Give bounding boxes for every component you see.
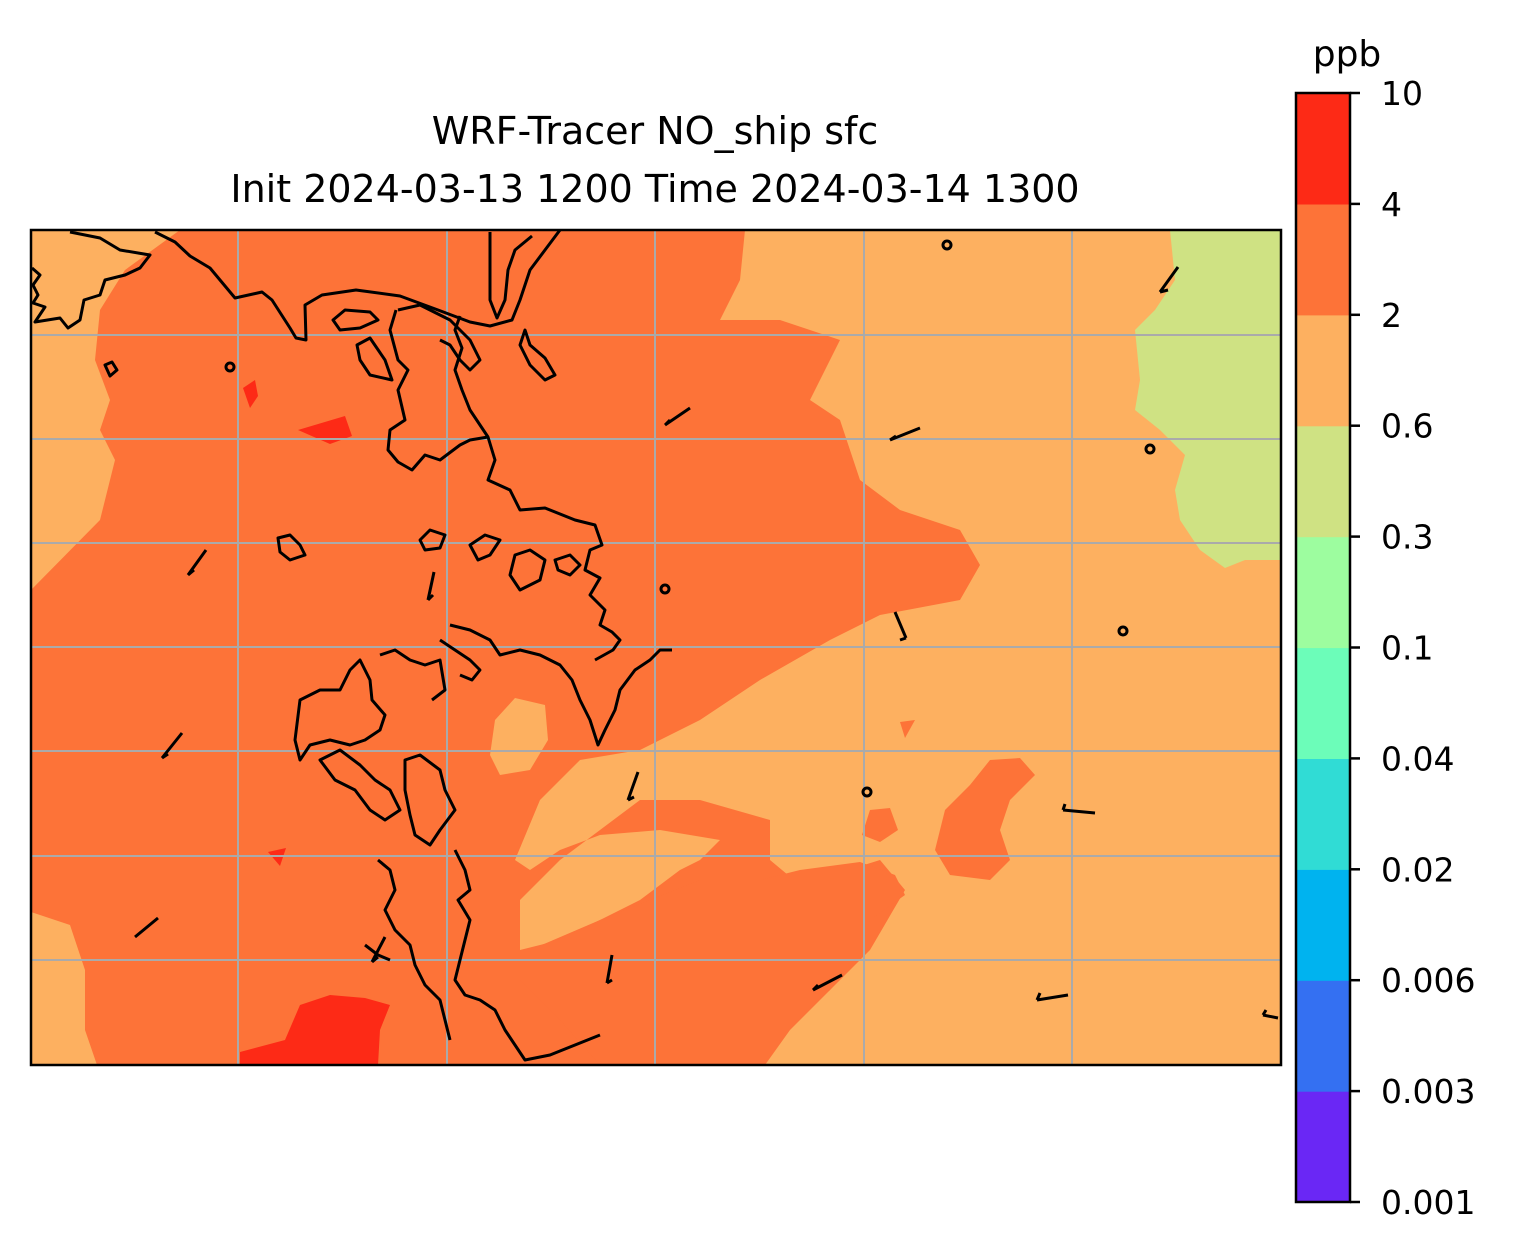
- colorbar-tick-label: 0.6: [1381, 407, 1433, 446]
- contour-0.6-2-west: [31, 230, 180, 590]
- colorbar-tick-label: 0.1: [1381, 629, 1433, 668]
- colorbar-tick-label: 0.006: [1381, 961, 1475, 1000]
- colorbar-tick-label: 0.3: [1381, 518, 1433, 557]
- wind-barbs: [134, 266, 1279, 1020]
- contour-0.6-2-southwest: [31, 912, 97, 1065]
- colorbar-segment: [1296, 1091, 1350, 1203]
- colorbar-tick-label: 0.003: [1381, 1072, 1475, 1111]
- map-panel: [31, 230, 1281, 1065]
- colorbar: 0.001 0.003 0.006 0.02 0.04 0.1 0.3 0.6 2 4 10: [1294, 74, 1475, 1222]
- colorbar-tick-label: 4: [1381, 185, 1402, 224]
- colorbar-segment: [1296, 93, 1350, 205]
- colorbar-tick-label: 2: [1381, 296, 1402, 335]
- colorbar-tick-label: 0.001: [1381, 1183, 1475, 1222]
- colorbar-segment: [1296, 536, 1350, 649]
- colorbar-tick-label: 0.04: [1381, 739, 1454, 778]
- contour-4-10-south: [240, 995, 390, 1065]
- map-frame: [29, 228, 1283, 1067]
- colorbar-segment: [1296, 647, 1350, 759]
- map-subtitle: Init 2024-03-13 1200 Time 2024-03-14 130…: [230, 167, 1080, 211]
- contour-2-4-small-patch: [862, 808, 898, 842]
- contour-2-4-east-patch: [935, 758, 1035, 880]
- colorbar-segment: [1296, 758, 1350, 870]
- gridlines: [31, 230, 1281, 1065]
- colorbar-segment: [1296, 203, 1350, 316]
- colorbar-tick-label: 10: [1381, 74, 1423, 113]
- colorbar-tick-label: 0.02: [1381, 850, 1454, 889]
- contour-2-4-south-tongue: [520, 862, 905, 1065]
- contour-4-10-north: [298, 416, 352, 444]
- contour-4-10-northwest: [243, 380, 258, 408]
- colorbar-segment: [1296, 425, 1350, 538]
- map-title: WRF-Tracer NO_ship sfc: [431, 109, 879, 153]
- colorbar-segment: [1296, 314, 1350, 427]
- contour-2-4-tiny-patch: [900, 720, 915, 738]
- colorbar-unit: ppb: [1313, 34, 1382, 75]
- colorbar-segment: [1296, 869, 1350, 981]
- contour-0.3-0.6-northeast: [1135, 230, 1281, 568]
- contour-0.6-2-inland-patch: [490, 698, 548, 775]
- coastlines: [31, 230, 1156, 1062]
- colorbar-segment: [1296, 980, 1350, 1092]
